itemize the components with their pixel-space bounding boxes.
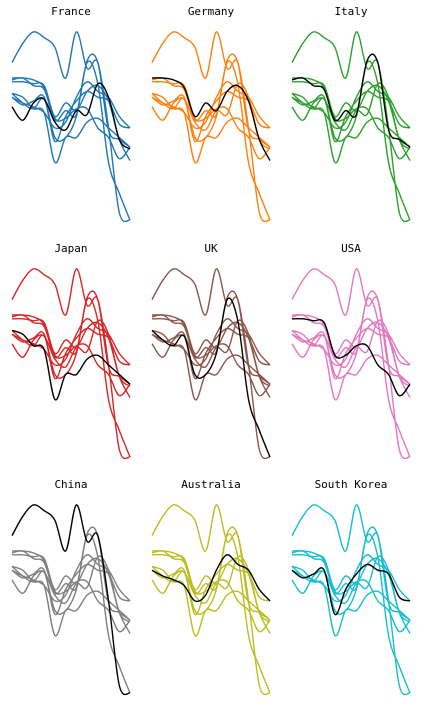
series-line [11,555,131,623]
series-line [151,533,271,694]
series-line [11,319,131,387]
series-line [291,554,411,603]
series-line [291,504,411,696]
series-line [151,504,271,696]
series-line [151,554,271,603]
panel-title: Japan [54,242,87,255]
series-line [291,60,411,221]
series-line [11,526,131,621]
panel: USA [291,242,411,460]
series-line [11,563,131,616]
series-line [11,290,131,385]
series-line [151,555,271,623]
series-line [291,526,411,621]
series-line [11,92,131,164]
series-line [291,563,411,616]
panel: Italy [291,5,411,223]
panel: China [11,478,131,696]
series-line [151,81,271,130]
panel-title: France [51,5,91,18]
panel: Japan [11,242,131,460]
series-line [11,329,131,401]
series-line [291,297,411,458]
series-line [151,297,271,458]
series-line [291,268,411,460]
series-line [11,327,131,380]
series-line [11,60,131,221]
series-line [291,319,411,387]
series-line [11,318,131,367]
panel: Australia [151,478,271,696]
series-line [151,31,271,223]
series-line [11,565,131,637]
series-line [291,82,411,150]
panel: France [11,5,131,223]
panel-title: China [54,478,87,491]
series-line [151,327,271,380]
series-line [11,82,131,150]
panel: Germany [151,5,271,223]
series-line [151,53,271,148]
series-line [151,565,271,637]
series-line [291,565,411,637]
series-line [291,81,411,130]
series-line [11,90,131,143]
series-line [151,82,271,150]
series-line [11,504,131,696]
series-line [291,555,411,623]
series-line [151,526,271,621]
series-line [291,329,411,401]
panel-title: South Korea [315,478,388,491]
series-line [151,318,271,367]
panel-title: UK [204,242,218,255]
panel: UK [151,242,271,460]
series-line [11,297,131,458]
series-line [291,92,411,164]
series-line [291,317,411,397]
series-line [151,319,271,387]
series-line [11,53,131,148]
series-line [291,90,411,143]
series-line [151,268,271,460]
series-line [11,533,131,694]
series-line [11,31,131,223]
series-line [291,290,411,385]
series-line [291,533,411,694]
series-line [291,31,411,223]
series-line [291,53,411,148]
series-line [151,329,271,401]
panel-title: USA [341,242,361,255]
series-line [11,554,131,603]
series-line [151,60,271,221]
series-line [151,290,271,385]
panel-title: Germany [188,5,235,18]
series-line [291,327,411,380]
series-line [151,77,271,161]
series-line [11,268,131,460]
series-line [291,318,411,367]
series-line [151,90,271,143]
panel-title: Italy [334,5,367,18]
panel-title: Australia [181,478,241,491]
series-line [151,563,271,616]
series-line [151,92,271,164]
panel: South Korea [291,478,411,696]
